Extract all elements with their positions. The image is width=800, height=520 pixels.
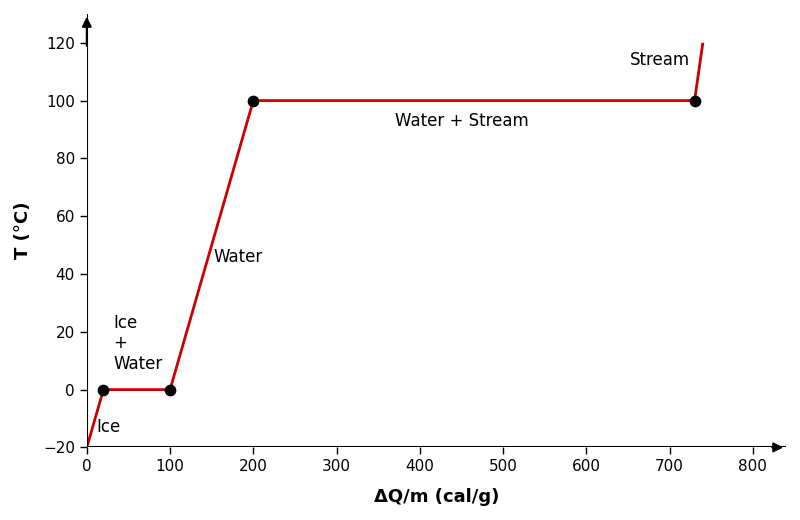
- Text: Ice: Ice: [97, 418, 121, 436]
- Text: Stream: Stream: [630, 51, 690, 69]
- Point: [164, 385, 177, 394]
- X-axis label: ΔQ/m (cal/g): ΔQ/m (cal/g): [374, 488, 499, 506]
- Point: [97, 385, 110, 394]
- Text: Water + Stream: Water + Stream: [395, 112, 529, 130]
- Text: Water: Water: [214, 248, 262, 266]
- Text: Ice
+
Water: Ice + Water: [114, 314, 162, 373]
- Point: [688, 96, 701, 105]
- Y-axis label: T (°C): T (°C): [14, 202, 32, 259]
- Point: [247, 96, 260, 105]
